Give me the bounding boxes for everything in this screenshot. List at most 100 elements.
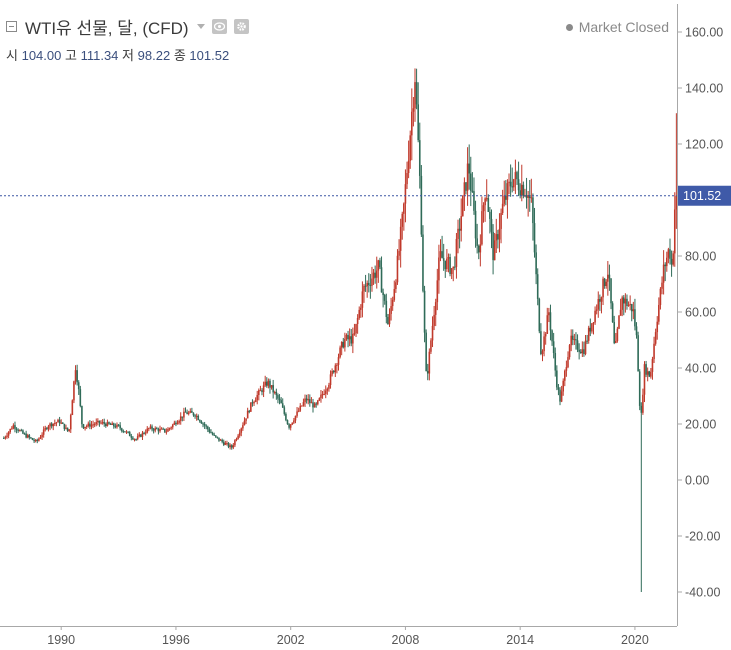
candle-body — [581, 349, 584, 354]
candle-body — [289, 424, 292, 428]
candle-body — [664, 264, 667, 267]
candle-body — [237, 435, 239, 439]
open-label: 시 — [6, 48, 18, 63]
candle-body — [326, 388, 329, 391]
candle-body — [520, 184, 523, 196]
candle-body — [125, 431, 128, 433]
candle-body — [446, 258, 448, 270]
candle-body — [140, 434, 142, 437]
candle-body — [221, 439, 223, 442]
candle-body — [136, 436, 139, 440]
candle-body — [626, 298, 628, 307]
candle-body — [653, 343, 655, 360]
candle-body — [170, 427, 172, 429]
candle-body — [60, 422, 62, 424]
candle-body — [109, 423, 112, 425]
candle-body — [119, 425, 121, 429]
visibility-eye-icon[interactable] — [211, 19, 227, 34]
collapse-button[interactable] — [6, 21, 17, 32]
candle-body — [522, 184, 525, 196]
candle-body — [250, 402, 252, 412]
candle-body — [465, 182, 467, 191]
candle-body — [285, 413, 287, 421]
symbol-title[interactable]: WTI유 선물, 달, (CFD) — [25, 19, 189, 38]
candle-body — [632, 309, 635, 312]
candle-body — [105, 423, 107, 427]
candle-body — [203, 423, 206, 426]
candle-body — [329, 374, 332, 385]
candle-body — [508, 181, 510, 184]
x-tick-label: 2014 — [506, 633, 534, 647]
candle-body — [549, 312, 552, 331]
candle-body — [232, 445, 235, 448]
candle-body — [186, 412, 188, 415]
candle-body — [615, 340, 617, 344]
candle-body — [666, 257, 668, 267]
candle-body — [39, 437, 42, 439]
candle-body — [133, 439, 136, 441]
candle-body — [385, 300, 388, 318]
candle-body — [191, 411, 193, 413]
settings-gear-icon[interactable] — [233, 19, 249, 34]
candle-body — [469, 173, 472, 191]
candle-body — [297, 410, 300, 412]
candle-body — [323, 393, 325, 395]
candle-body — [477, 245, 480, 253]
candle-body — [175, 422, 177, 425]
candle-body — [426, 371, 429, 374]
candle-body — [63, 423, 66, 429]
candle-body — [312, 402, 314, 408]
candle-body — [377, 260, 380, 271]
candle-body — [490, 218, 493, 232]
candle-body — [253, 402, 255, 404]
candle-body — [629, 304, 631, 306]
candle-body — [554, 353, 557, 371]
candle-body — [342, 341, 345, 348]
candle-body — [395, 282, 397, 290]
candle-body — [452, 266, 455, 269]
candle-body — [199, 419, 201, 422]
candle-body — [449, 257, 451, 274]
candle-body — [240, 428, 243, 433]
last-price-tag — [678, 185, 731, 206]
candle-body — [430, 340, 432, 352]
candle-body — [230, 445, 233, 448]
candle-body — [179, 416, 182, 421]
candle-body — [552, 341, 555, 354]
candle-body — [460, 216, 463, 231]
candle-body — [28, 435, 31, 438]
candle-body — [33, 440, 35, 442]
candle-body — [272, 385, 274, 393]
candle-body — [42, 429, 45, 435]
candle-body — [583, 349, 585, 355]
candle-body — [210, 432, 212, 434]
candle-body — [95, 422, 98, 425]
candle-body — [533, 223, 536, 253]
candle-body — [363, 285, 365, 292]
market-status: Market Closed — [565, 19, 669, 35]
candle-body — [505, 195, 507, 200]
candle-body — [646, 371, 649, 375]
candle-body — [607, 274, 609, 282]
chevron-down-icon[interactable] — [196, 24, 205, 29]
candle-body — [213, 434, 215, 436]
candle-body — [85, 425, 88, 427]
candle-body — [26, 435, 29, 438]
candle-body — [428, 351, 431, 374]
candle-body — [205, 425, 208, 427]
candle-body — [141, 432, 144, 437]
candle-body — [92, 424, 94, 426]
candle-body — [651, 359, 654, 372]
candle-body — [224, 443, 227, 445]
candle-body — [148, 428, 150, 430]
candle-body — [573, 339, 576, 341]
candle-body — [536, 274, 539, 299]
candle-body — [463, 182, 466, 196]
candle-body — [242, 425, 244, 429]
candle-body — [261, 390, 263, 393]
candle-body — [438, 257, 440, 281]
candle-body — [116, 424, 118, 428]
candle-body — [433, 314, 435, 326]
